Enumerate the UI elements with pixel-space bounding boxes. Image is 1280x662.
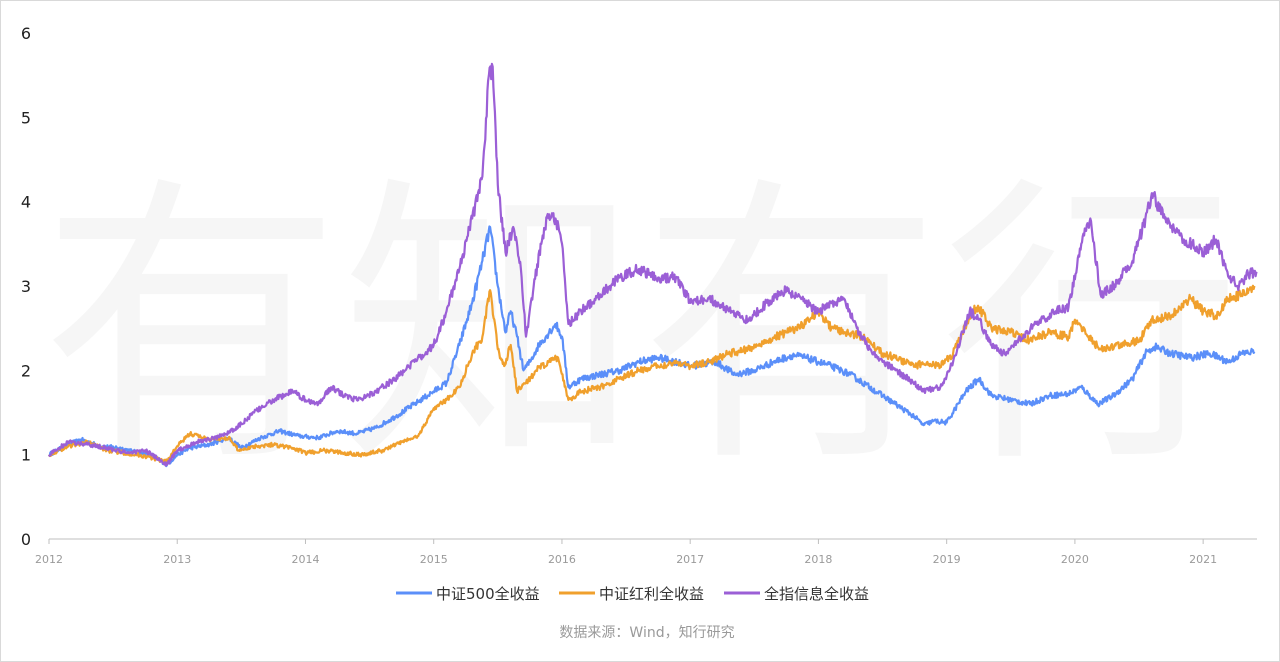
y-tick-label: 1 (21, 446, 31, 465)
x-tick-label: 2019 (933, 553, 961, 566)
x-axis: 2012 2013 2014 2015 2016 2017 2018 2019 2020 2021 (35, 538, 1257, 566)
x-tick-label: 2014 (291, 553, 319, 566)
series-lines (48, 62, 1258, 468)
legend-label: 中证500全收益 (436, 585, 540, 603)
y-tick-label: 5 (21, 108, 31, 127)
y-tick-label: 3 (21, 277, 31, 296)
y-tick-label: 4 (21, 193, 31, 212)
data-source: 数据来源：Wind，知行研究 (559, 624, 734, 641)
x-tick-label: 2016 (548, 553, 576, 566)
x-tick-label: 2015 (420, 553, 448, 566)
watermark: 有知有行 (41, 153, 1241, 502)
x-tick-label: 2021 (1189, 553, 1217, 566)
x-tick-label: 2013 (163, 553, 191, 566)
series-line-3 (48, 62, 1258, 467)
y-tick-label: 6 (21, 24, 31, 43)
x-tick-label: 2018 (804, 553, 832, 566)
legend-label: 全指信息全收益 (764, 585, 869, 603)
y-axis: 0 1 2 3 4 5 6 (21, 24, 31, 549)
x-tick-label: 2012 (35, 553, 63, 566)
y-tick-label: 0 (21, 530, 31, 549)
legend-label: 中证红利全收益 (599, 585, 704, 603)
y-tick-label: 2 (21, 361, 31, 380)
series-line-1 (48, 225, 1256, 468)
x-tick-label: 2020 (1061, 553, 1089, 566)
x-tick-label: 2017 (676, 553, 704, 566)
series-line-2 (48, 284, 1256, 464)
legend: 中证500全收益 中证红利全收益 全指信息全收益 (396, 585, 869, 603)
